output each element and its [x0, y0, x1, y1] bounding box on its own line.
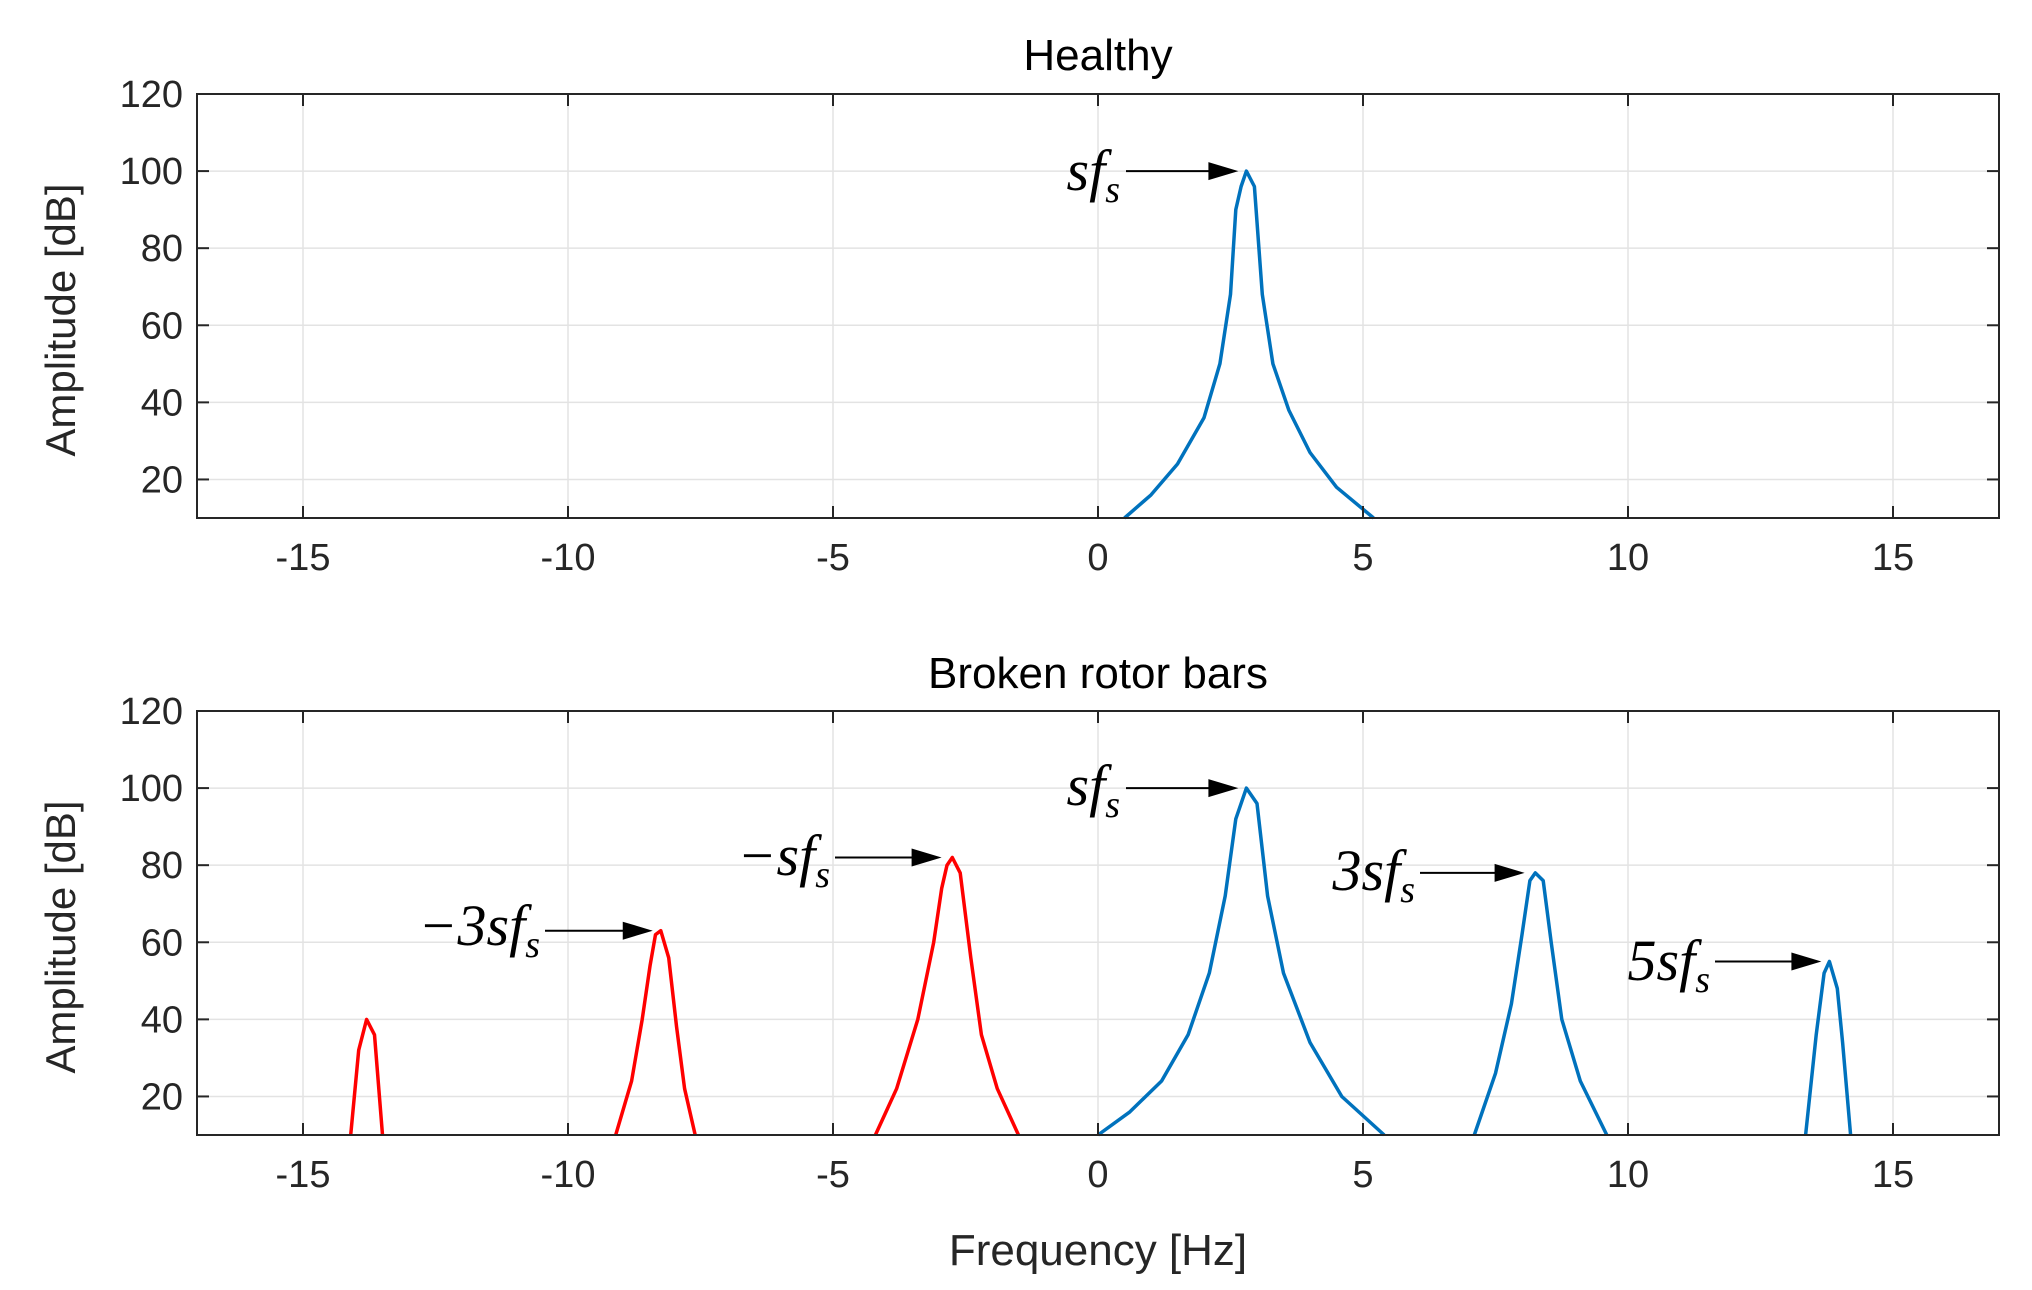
series-line-5sfs: [1803, 959, 1853, 1136]
annotation-label: sfs: [1067, 138, 1120, 211]
annotation: sfs: [1067, 753, 1239, 826]
x-tick-label: 10: [1607, 537, 1649, 579]
plot-broken-rotor-bars: Broken rotor bars Amplitude [dB] Frequen…: [37, 649, 2000, 1275]
y-tick-label: 80: [141, 845, 183, 887]
series-line-sfs: [873, 855, 1021, 1136]
y-tick-label: 60: [141, 305, 183, 347]
annotation-subscript: s: [1400, 869, 1415, 911]
annotation: 3sfs: [1332, 838, 1525, 911]
annotation-subscript: s: [1695, 959, 1710, 1001]
y-tick-label: 120: [120, 691, 183, 733]
annotation: 5sfs: [1628, 928, 1822, 1001]
annotation-subscript: s: [525, 924, 540, 966]
y-tick-label: 100: [120, 768, 183, 810]
x-tick-label: -15: [276, 1154, 331, 1196]
series-line-3sfs: [1472, 871, 1609, 1136]
y-tick-label: 20: [141, 1076, 183, 1118]
x-tick-label: -5: [816, 1154, 850, 1196]
y-tick-label: 120: [120, 74, 183, 116]
annotation: −3sfs: [418, 893, 653, 966]
x-tick-label: 5: [1352, 537, 1373, 579]
annotation-subscript: s: [1105, 169, 1120, 211]
annotation-arrow-head: [1208, 779, 1239, 798]
annotation-subscript: s: [1105, 784, 1120, 826]
x-tick-label: 15: [1872, 1154, 1914, 1196]
y-tick-label: 20: [141, 459, 183, 501]
y-tick-label: 100: [120, 151, 183, 193]
annotation-label: 5sfs: [1628, 928, 1710, 1001]
annotation-arrow-head: [1791, 952, 1822, 971]
plot-title: Healthy: [1023, 31, 1172, 80]
y-tick-label: 40: [141, 382, 183, 424]
plot-healthy: Healthy Amplitude [dB] -15 -10 -5 0 5 10 15 20 4…: [37, 31, 2000, 579]
x-tick-label: -10: [541, 537, 596, 579]
x-tick-label: 15: [1872, 537, 1914, 579]
annotation-label: 3sfs: [1332, 838, 1415, 911]
x-tick-label: 0: [1087, 537, 1108, 579]
annotation-subscript: s: [815, 854, 830, 896]
y-axis-label: Amplitude [dB]: [37, 800, 84, 1073]
x-tick-label: 10: [1607, 1154, 1649, 1196]
x-tick-label: -15: [276, 537, 331, 579]
y-tick-label: 60: [141, 922, 183, 964]
y-tick-label: 80: [141, 228, 183, 270]
annotation-label: −sfs: [737, 823, 830, 896]
annotation-arrow-head: [1208, 162, 1239, 181]
annotation-arrow-head: [911, 848, 942, 867]
x-tick-label: 0: [1087, 1154, 1108, 1196]
annotation: sfs: [1067, 138, 1239, 211]
annotation-arrow-head: [1494, 863, 1525, 882]
x-tick-label: -10: [541, 1154, 596, 1196]
annotation-label: sfs: [1067, 753, 1120, 826]
x-axis-label: Frequency [Hz]: [949, 1226, 1247, 1275]
x-tick-label: -5: [816, 537, 850, 579]
y-tick-label: 40: [141, 999, 183, 1041]
series-line-sfs: [1096, 786, 1386, 1137]
series-line-sfs: [1123, 169, 1375, 520]
series-line-3sfs: [614, 928, 697, 1136]
series-line-5sfs: [348, 1017, 385, 1136]
y-axis-label: Amplitude [dB]: [37, 183, 84, 456]
plot-title: Broken rotor bars: [928, 649, 1268, 698]
annotation: −sfs: [737, 823, 942, 896]
x-tick-label: 5: [1352, 1154, 1373, 1196]
annotation-arrow-head: [622, 921, 653, 940]
annotation-label: −3sfs: [418, 893, 540, 966]
